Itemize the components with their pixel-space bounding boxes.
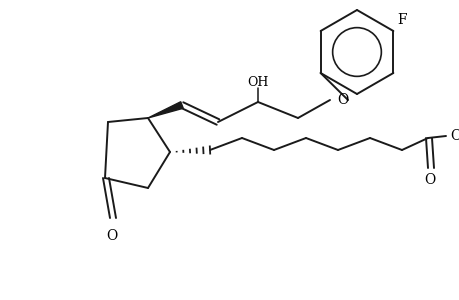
Text: O: O [106,229,118,243]
Text: F: F [397,13,406,27]
Text: O: O [424,173,435,187]
Text: O: O [336,93,347,107]
Text: OH: OH [247,76,268,88]
Polygon shape [148,102,183,118]
Text: O: O [449,129,459,143]
